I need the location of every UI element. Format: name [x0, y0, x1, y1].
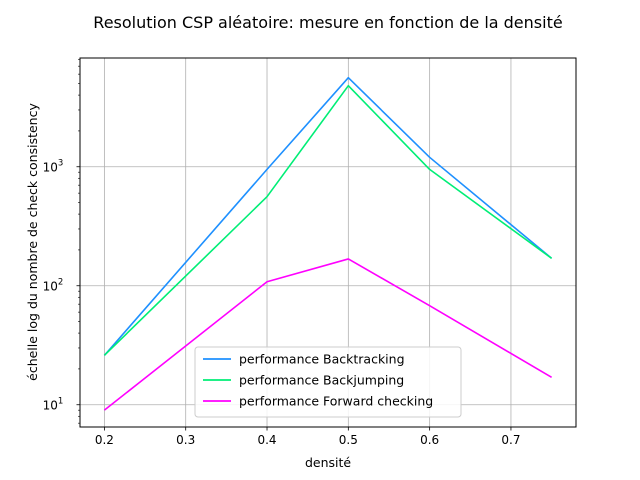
grid-lines: [80, 58, 576, 427]
y-tick-label: 103: [43, 159, 64, 175]
y-tick-label: 102: [43, 278, 64, 294]
y-tick-base: 10: [43, 161, 58, 175]
legend: performance Backtracking performance Back…: [194, 346, 462, 418]
x-tick-label: 0.2: [95, 433, 114, 447]
x-tick-label: 0.5: [339, 433, 358, 447]
y-axis-label: échelle log du nombre de check consisten…: [25, 103, 40, 381]
legend-label: performance Backtracking: [239, 352, 405, 367]
y-tick-label: 101: [43, 397, 64, 413]
x-tick-label: 0.6: [420, 433, 439, 447]
legend-label: performance Backjumping: [239, 373, 404, 388]
series-line-2: [103, 84, 553, 356]
series-line-1: [103, 76, 553, 356]
plot-frame: [79, 57, 577, 428]
x-tick-label: 0.3: [176, 433, 195, 447]
series-lines: [103, 76, 553, 411]
legend-label: performance Forward checking: [239, 394, 433, 409]
y-tick-exponent: 3: [58, 159, 63, 169]
y-tick-base: 10: [43, 399, 58, 413]
x-axis-label: densité: [305, 455, 351, 470]
x-tick-label: 0.7: [501, 433, 520, 447]
y-tick-base: 10: [43, 280, 58, 294]
legend-box: [194, 346, 462, 418]
y-tick-exponent: 2: [58, 278, 63, 288]
x-tick-label: 0.4: [257, 433, 276, 447]
y-tick-exponent: 1: [58, 397, 63, 407]
chart-title: Resolution CSP aléatoire: mesure en fonc…: [93, 13, 562, 32]
series-line-3: [103, 258, 553, 411]
